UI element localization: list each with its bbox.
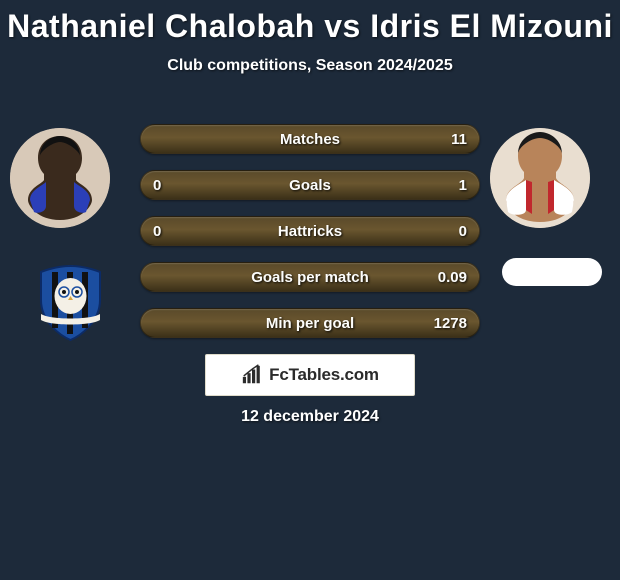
person-icon <box>490 128 590 228</box>
stat-label: Matches <box>141 125 479 155</box>
date-label: 12 december 2024 <box>0 408 620 426</box>
page-title: Nathaniel Chalobah vs Idris El Mizouni <box>0 0 620 45</box>
stat-right-value: 11 <box>451 125 467 155</box>
stat-right-value: 1278 <box>434 309 467 339</box>
person-icon <box>10 128 110 228</box>
stat-row: Goals per match 0.09 <box>140 262 480 292</box>
stat-row: Matches 11 <box>140 124 480 154</box>
stat-right-value: 0 <box>459 217 467 247</box>
stat-label: Goals <box>141 171 479 201</box>
stat-label: Hattricks <box>141 217 479 247</box>
stat-label: Goals per match <box>141 263 479 293</box>
stat-row: 0 Hattricks 0 <box>140 216 480 246</box>
brand-badge: FcTables.com <box>205 354 415 396</box>
brand-text: FcTables.com <box>269 365 379 385</box>
bar-chart-icon <box>241 364 263 386</box>
stats-table: Matches 11 0 Goals 1 0 Hattricks 0 Goals… <box>140 124 480 354</box>
player-left-avatar <box>10 128 110 228</box>
stat-row: 0 Goals 1 <box>140 170 480 200</box>
player-left-club-crest <box>28 260 113 345</box>
player-right-club-crest <box>502 258 602 286</box>
stat-row: Min per goal 1278 <box>140 308 480 338</box>
player-right-avatar <box>490 128 590 228</box>
page-subtitle: Club competitions, Season 2024/2025 <box>0 57 620 75</box>
stat-label: Min per goal <box>141 309 479 339</box>
shield-icon <box>28 260 113 345</box>
stat-right-value: 1 <box>459 171 467 201</box>
stat-right-value: 0.09 <box>438 263 467 293</box>
